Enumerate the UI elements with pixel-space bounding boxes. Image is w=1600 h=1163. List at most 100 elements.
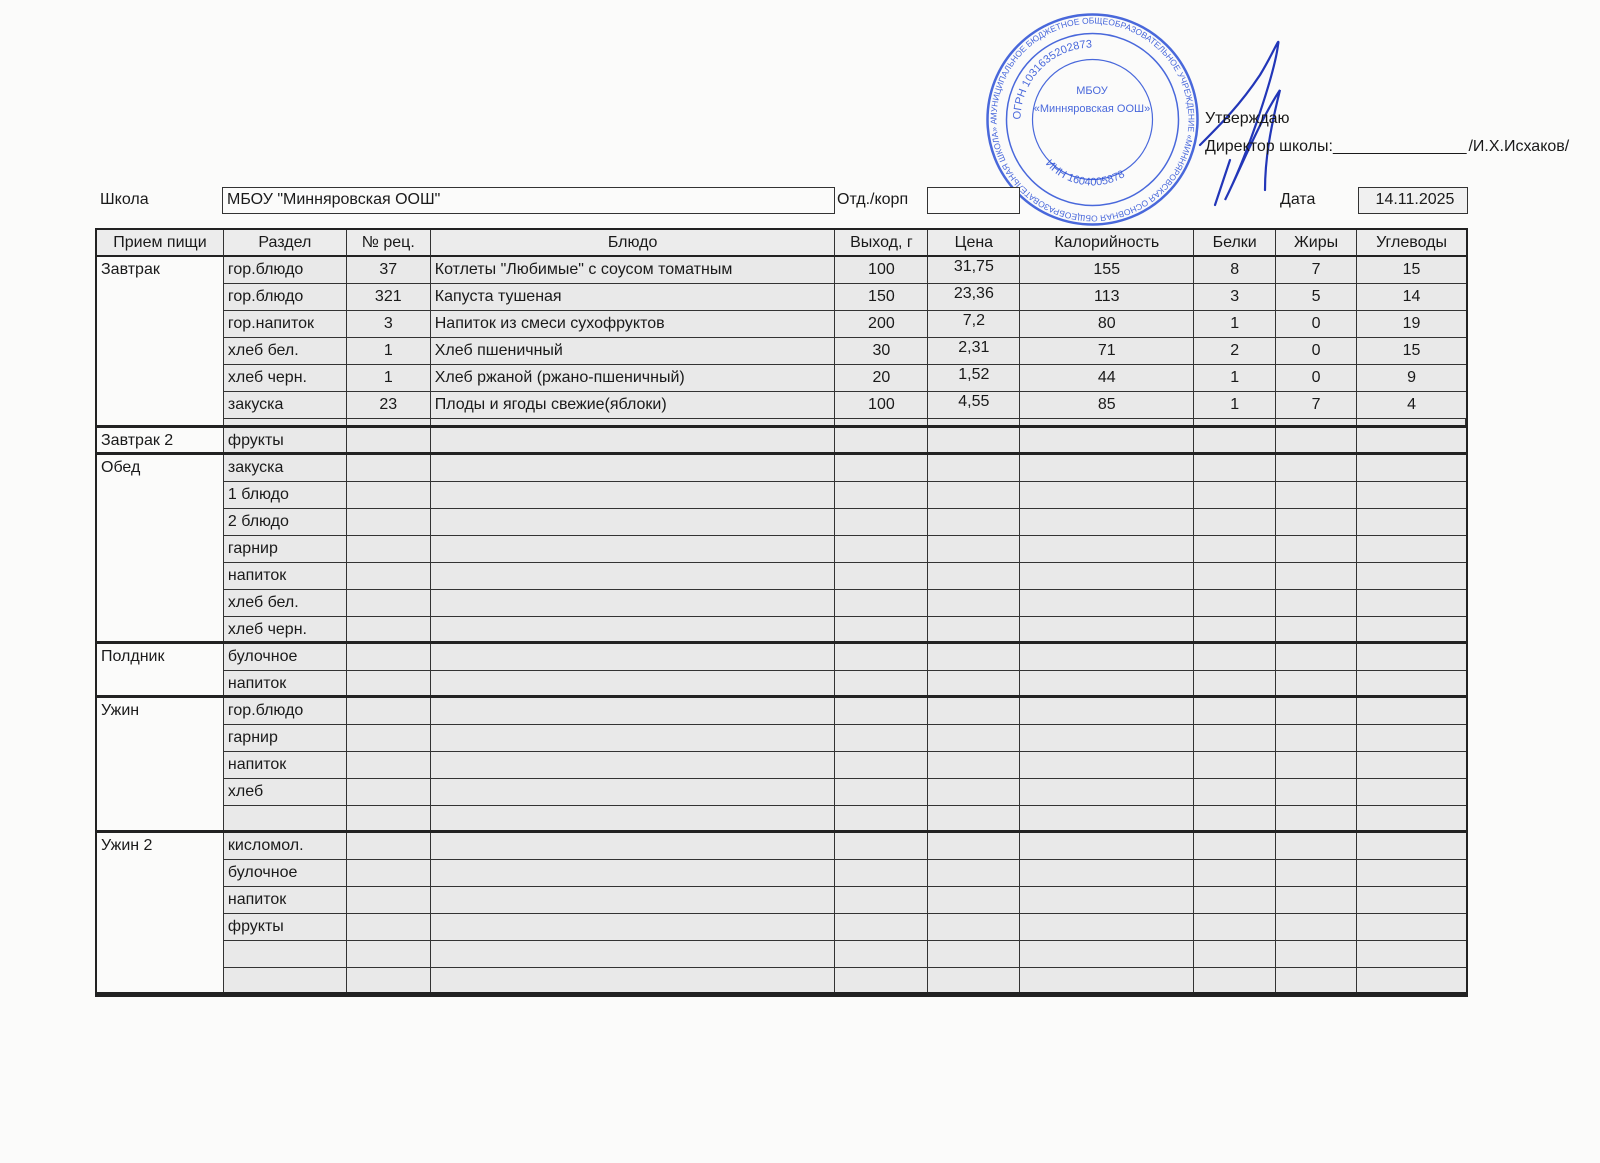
carbs-cell: 9 bbox=[1357, 365, 1466, 392]
calories-cell bbox=[1020, 860, 1195, 887]
price-cell bbox=[928, 617, 1021, 641]
dept-field[interactable] bbox=[927, 187, 1020, 214]
table-row: Завтрак гор.блюдо 37 Котлеты "Любимые" с со… bbox=[97, 257, 1466, 284]
meal-cell bbox=[97, 617, 224, 641]
column-header-proteins: Белки bbox=[1194, 230, 1277, 257]
yield-cell bbox=[835, 536, 929, 563]
meal-cell bbox=[97, 338, 224, 365]
calories-cell bbox=[1020, 914, 1195, 941]
approve-label: Утверждаю bbox=[1205, 110, 1290, 127]
recipe-no-cell bbox=[346, 914, 431, 941]
price-cell: 23,36 bbox=[928, 284, 1021, 311]
yield-cell bbox=[835, 671, 929, 695]
dish-cell bbox=[430, 482, 836, 509]
table-row: гарнир bbox=[97, 725, 1466, 752]
proteins-cell bbox=[1194, 914, 1277, 941]
calories-cell bbox=[1020, 887, 1195, 914]
recipe-no-cell bbox=[346, 887, 431, 914]
dish-cell bbox=[430, 779, 836, 806]
fats-cell bbox=[1276, 509, 1358, 536]
fats-cell bbox=[1276, 563, 1358, 590]
proteins-cell bbox=[1194, 536, 1277, 563]
table-header-row: Прием пищи Раздел № рец. Блюдо Выход, г Цена К… bbox=[97, 230, 1466, 257]
meal-cell: Ужин bbox=[97, 698, 224, 725]
price-cell bbox=[928, 482, 1021, 509]
price-cell bbox=[928, 725, 1021, 752]
fats-cell bbox=[1276, 860, 1358, 887]
recipe-no-cell: 1 bbox=[346, 365, 431, 392]
dish-cell bbox=[430, 968, 836, 992]
fats-cell: 7 bbox=[1276, 392, 1358, 419]
fats-cell bbox=[1276, 644, 1358, 671]
recipe-no-cell: 37 bbox=[346, 257, 431, 284]
section-cell: напиток bbox=[223, 752, 347, 779]
meal-cell bbox=[97, 482, 224, 509]
yield-cell: 20 bbox=[835, 365, 929, 392]
dish-cell bbox=[430, 752, 836, 779]
recipe-no-cell bbox=[346, 644, 431, 671]
column-header-meal: Прием пищи bbox=[97, 230, 224, 257]
yield-cell bbox=[835, 752, 929, 779]
carbs-cell bbox=[1357, 725, 1466, 752]
meal-cell bbox=[97, 914, 224, 941]
yield-cell: 30 bbox=[835, 338, 929, 365]
dept-label: Отд./корп bbox=[837, 191, 909, 208]
yield-cell bbox=[835, 482, 929, 509]
proteins-cell bbox=[1194, 428, 1277, 452]
table-row: хлеб бел. bbox=[97, 590, 1466, 617]
price-cell bbox=[928, 752, 1021, 779]
fats-cell bbox=[1276, 536, 1358, 563]
carbs-cell bbox=[1357, 590, 1466, 617]
fats-cell: 0 bbox=[1276, 365, 1358, 392]
handwritten-signature bbox=[1198, 40, 1282, 207]
calories-cell bbox=[1020, 536, 1195, 563]
proteins-cell bbox=[1194, 725, 1277, 752]
yield-cell bbox=[835, 860, 929, 887]
meal-cell: Ужин 2 bbox=[97, 833, 224, 860]
dish-cell bbox=[430, 428, 836, 452]
carbs-cell: 15 bbox=[1357, 257, 1466, 284]
price-cell bbox=[928, 968, 1021, 992]
official-stamp: МУНИЦИПАЛЬНОЕ БЮДЖЕТНОЕ ОБЩЕОБРАЗОВАТЕЛЬ… bbox=[985, 12, 1199, 226]
price-cell bbox=[928, 590, 1021, 617]
director-label: Директор школы: bbox=[1205, 138, 1333, 155]
dish-cell bbox=[430, 806, 836, 830]
yield-cell bbox=[835, 698, 929, 725]
meal-cell bbox=[97, 563, 224, 590]
recipe-no-cell bbox=[346, 968, 431, 992]
table-row bbox=[97, 968, 1466, 995]
yield-cell bbox=[835, 590, 929, 617]
school-label: Школа bbox=[100, 191, 149, 208]
table-row: хлеб черн. bbox=[97, 617, 1466, 644]
dish-cell bbox=[430, 941, 836, 968]
yield-cell bbox=[835, 968, 929, 992]
fats-cell bbox=[1276, 725, 1358, 752]
price-cell bbox=[928, 914, 1021, 941]
column-header-price: Цена bbox=[928, 230, 1021, 257]
calories-cell bbox=[1020, 752, 1195, 779]
meal-cell bbox=[97, 671, 224, 695]
school-field[interactable]: МБОУ "Минняровская ООШ" bbox=[222, 187, 835, 214]
carbs-cell bbox=[1357, 671, 1466, 695]
carbs-cell bbox=[1357, 428, 1466, 452]
proteins-cell bbox=[1194, 644, 1277, 671]
recipe-no-cell bbox=[346, 536, 431, 563]
yield-cell bbox=[835, 455, 929, 482]
meal-cell bbox=[97, 284, 224, 311]
calories-cell bbox=[1020, 968, 1195, 992]
carbs-cell bbox=[1357, 482, 1466, 509]
dish-cell bbox=[430, 536, 836, 563]
dish-cell: Хлеб пшеничный bbox=[430, 338, 836, 365]
carbs-cell bbox=[1357, 536, 1466, 563]
carbs-cell bbox=[1357, 779, 1466, 806]
section-cell: гор.напиток bbox=[223, 311, 347, 338]
fats-cell bbox=[1276, 806, 1358, 830]
date-field[interactable]: 14.11.2025 bbox=[1358, 187, 1468, 214]
carbs-cell: 19 bbox=[1357, 311, 1466, 338]
section-cell: гор.блюдо bbox=[223, 284, 347, 311]
recipe-no-cell bbox=[346, 725, 431, 752]
table-row: напиток bbox=[97, 887, 1466, 914]
section-cell bbox=[223, 941, 347, 968]
meal-cell: Завтрак bbox=[97, 257, 224, 284]
yield-cell: 150 bbox=[835, 284, 929, 311]
